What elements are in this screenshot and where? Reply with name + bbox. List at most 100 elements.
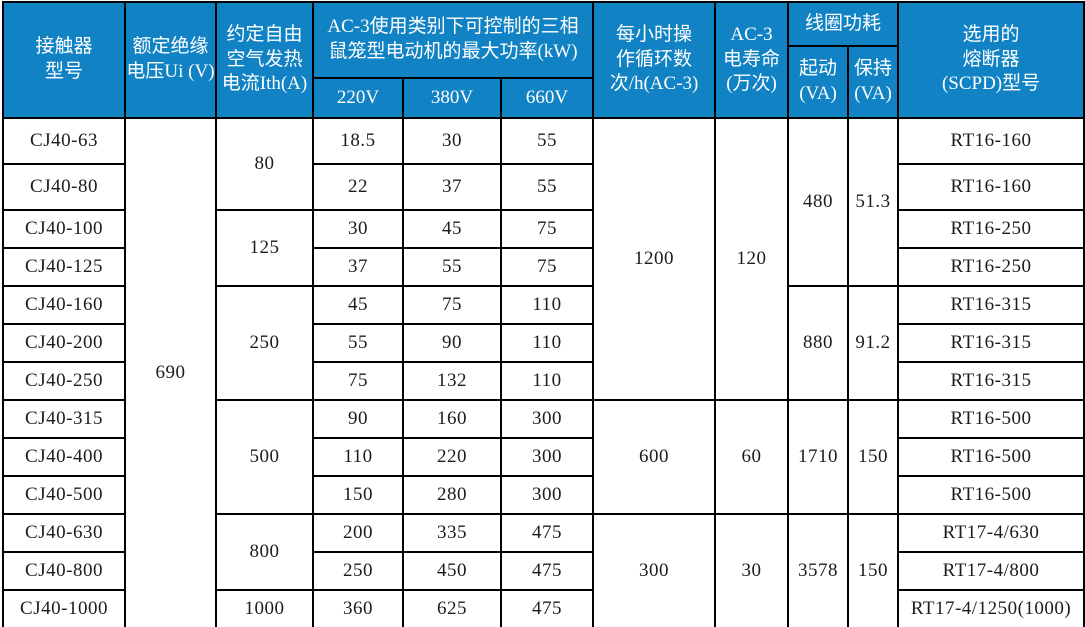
cell-p380: 160 bbox=[402, 399, 502, 439]
header-conventional-thermal-current: 约定自由 空气发热 电流Ith(A) bbox=[215, 1, 314, 119]
cell-fuse: RT16-500 bbox=[897, 475, 1085, 515]
cell-p380: 220 bbox=[402, 437, 502, 477]
header-contactor-model: 接触器 型号 bbox=[2, 1, 126, 119]
cell-p220: 37 bbox=[312, 247, 404, 287]
cell-fuse: RT16-160 bbox=[897, 163, 1085, 211]
cell-p380: 450 bbox=[402, 551, 502, 591]
table-row: CJ40-80 22 37 55 RT16-160 bbox=[2, 163, 1085, 211]
header-coil-pickup: 起动 (VA) bbox=[787, 45, 850, 119]
header-coil-holding: 保持 (VA) bbox=[847, 45, 900, 119]
cell-ith: 500 bbox=[215, 399, 314, 515]
cell-model: CJ40-1000 bbox=[2, 589, 126, 627]
cell-cycles: 600 bbox=[592, 399, 717, 515]
table-row: CJ40-200 55 90 110 RT16-315 bbox=[2, 323, 1085, 363]
cell-p220: 110 bbox=[312, 437, 404, 477]
cell-p220: 30 bbox=[312, 209, 404, 249]
cell-model: CJ40-200 bbox=[2, 323, 126, 363]
cell-p660: 300 bbox=[499, 475, 595, 515]
table-row: CJ40-400 110 220 300 RT16-500 bbox=[2, 437, 1085, 477]
cell-ith: 80 bbox=[215, 117, 314, 211]
cell-p660: 475 bbox=[499, 513, 595, 553]
cell-fuse: RT17-4/1250(1000) bbox=[897, 589, 1085, 627]
cell-p380: 55 bbox=[402, 247, 502, 287]
cell-fuse: RT16-315 bbox=[897, 285, 1085, 325]
table-row: CJ40-500 150 280 300 RT16-500 bbox=[2, 475, 1085, 515]
header-rated-insulation-voltage: 额定绝缘 电压Ui (V) bbox=[124, 1, 217, 119]
cell-p220: 90 bbox=[312, 399, 404, 439]
table-row: CJ40-630 800 200 335 475 300 30 3578 150… bbox=[2, 513, 1085, 627]
cell-p380: 30 bbox=[402, 117, 502, 165]
cell-pickup: 480 bbox=[787, 117, 850, 287]
cell-cycles: 1200 bbox=[592, 117, 717, 401]
cell-holding: 51.3 bbox=[847, 117, 900, 287]
cell-model: CJ40-125 bbox=[2, 247, 126, 287]
cell-p660: 110 bbox=[499, 361, 595, 401]
cell-model: CJ40-250 bbox=[2, 361, 126, 401]
cell-model: CJ40-800 bbox=[2, 551, 126, 591]
cell-fuse: RT16-315 bbox=[897, 361, 1085, 401]
cell-p220: 360 bbox=[312, 589, 404, 627]
header-660v: 660V bbox=[499, 77, 595, 119]
cell-p660: 55 bbox=[499, 117, 595, 165]
table-row: CJ40-125 37 55 75 RT16-250 bbox=[2, 247, 1085, 287]
cell-fuse: RT16-160 bbox=[897, 117, 1085, 165]
cell-ith: 800 bbox=[215, 513, 314, 591]
cell-p380: 37 bbox=[402, 163, 502, 211]
cell-p660: 475 bbox=[499, 551, 595, 591]
cell-p380: 335 bbox=[402, 513, 502, 553]
header-cycles-per-hour: 每小时操 作循环数 次/h(AC-3) bbox=[592, 1, 717, 119]
cell-pickup: 3578 bbox=[787, 513, 850, 627]
cell-model: CJ40-80 bbox=[2, 163, 126, 211]
cell-ith: 1000 bbox=[215, 589, 314, 627]
cell-p220: 22 bbox=[312, 163, 404, 211]
cell-model: CJ40-63 bbox=[2, 117, 126, 165]
table-row: CJ40-100 125 30 45 75 RT16-250 bbox=[2, 209, 1085, 287]
cell-fuse: RT16-250 bbox=[897, 209, 1085, 249]
table-header: 接触器 型号 额定绝缘 电压Ui (V) 约定自由 空气发热 电流Ith(A) … bbox=[2, 1, 1085, 119]
cell-model: CJ40-400 bbox=[2, 437, 126, 477]
cell-p660: 110 bbox=[499, 323, 595, 363]
table-row: CJ40-63 690 80 18.5 30 55 1200 120 480 5… bbox=[2, 117, 1085, 627]
cell-p380: 45 bbox=[402, 209, 502, 249]
table-row: CJ40-250 75 132 110 RT16-315 bbox=[2, 361, 1085, 401]
cell-life: 120 bbox=[714, 117, 790, 401]
cell-ith: 250 bbox=[215, 285, 314, 401]
table-row: CJ40-800 250 450 475 RT17-4/800 bbox=[2, 551, 1085, 591]
cell-fuse: RT17-4/630 bbox=[897, 513, 1085, 553]
cell-p220: 55 bbox=[312, 323, 404, 363]
cell-p220: 150 bbox=[312, 475, 404, 515]
header-electrical-life: AC-3 电寿命 (万次) bbox=[714, 1, 790, 119]
cell-fuse: RT16-500 bbox=[897, 437, 1085, 477]
cell-p220: 200 bbox=[312, 513, 404, 553]
table-row: CJ40-1000 1000 360 625 475 RT17-4/1250(1… bbox=[2, 589, 1085, 627]
table-row: CJ40-315 500 90 160 300 600 60 1710 150 … bbox=[2, 399, 1085, 515]
header-fuse: 选用的 熔断器 (SCPD)型号 bbox=[897, 1, 1085, 119]
cell-p660: 300 bbox=[499, 437, 595, 477]
header-380v: 380V bbox=[402, 77, 502, 119]
cell-p660: 75 bbox=[499, 247, 595, 287]
cell-fuse: RT16-315 bbox=[897, 323, 1085, 363]
cell-p220: 250 bbox=[312, 551, 404, 591]
cell-life: 60 bbox=[714, 399, 790, 515]
cell-p660: 475 bbox=[499, 589, 595, 627]
cell-pickup: 880 bbox=[787, 285, 850, 401]
cell-holding: 91.2 bbox=[847, 285, 900, 401]
cell-model: CJ40-315 bbox=[2, 399, 126, 439]
cell-ith: 125 bbox=[215, 209, 314, 287]
cell-p380: 90 bbox=[402, 323, 502, 363]
cell-p660: 75 bbox=[499, 209, 595, 249]
cell-p380: 280 bbox=[402, 475, 502, 515]
cell-p660: 55 bbox=[499, 163, 595, 211]
table-row: CJ40-160 250 45 75 110 880 91.2 RT16-315 bbox=[2, 285, 1085, 401]
cell-model: CJ40-630 bbox=[2, 513, 126, 553]
cell-model: CJ40-500 bbox=[2, 475, 126, 515]
cell-cycles: 300 bbox=[592, 513, 717, 627]
cell-p660: 300 bbox=[499, 399, 595, 439]
cell-p380: 132 bbox=[402, 361, 502, 401]
header-220v: 220V bbox=[312, 77, 404, 119]
cell-rated-voltage: 690 bbox=[124, 117, 217, 627]
cell-p220: 75 bbox=[312, 361, 404, 401]
table-body: CJ40-63 690 80 18.5 30 55 1200 120 480 5… bbox=[2, 117, 1085, 627]
cell-model: CJ40-100 bbox=[2, 209, 126, 249]
cell-fuse: RT16-250 bbox=[897, 247, 1085, 287]
